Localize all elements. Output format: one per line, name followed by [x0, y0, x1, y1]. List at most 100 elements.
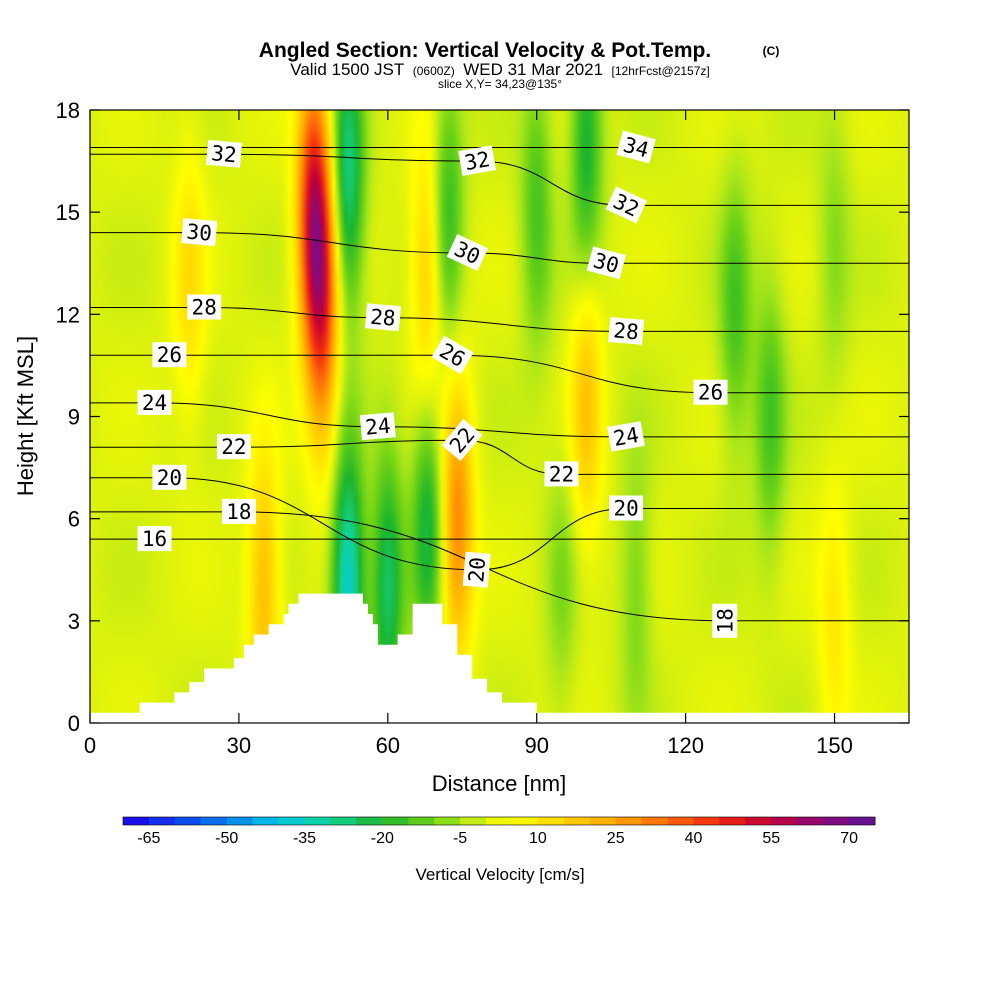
contour-label-text: 20 — [157, 466, 182, 490]
colorbar-segment — [667, 817, 694, 825]
contour-label: 32 — [458, 145, 497, 176]
y-tick-label: 6 — [68, 507, 80, 532]
colorbar-segment — [771, 817, 798, 825]
contour-label-box — [137, 526, 172, 552]
contour-label-box — [216, 434, 251, 460]
forecast-tag: [12hrFcst@2157z] — [612, 64, 710, 78]
contour-label: 30 — [181, 218, 218, 247]
colorbar-segment — [226, 817, 254, 825]
contour-label-box — [152, 342, 187, 368]
valid-date: WED 31 Mar 2021 — [463, 60, 603, 79]
contour-label: 24 — [607, 421, 645, 452]
contour-label-box — [446, 234, 489, 272]
colorbar-tick-label: -5 — [453, 830, 467, 847]
colorbar-segment — [148, 817, 176, 825]
contour-label-box — [137, 389, 172, 415]
x-tick-label: 0 — [84, 733, 96, 758]
contour-label-box — [607, 421, 645, 452]
contour-label-text: 24 — [612, 423, 641, 451]
contour-label-box — [693, 379, 728, 405]
contour-label: 32 — [206, 139, 243, 168]
valid-line: Valid 1500 JST (0600Z) WED 31 Mar 2021 [… — [290, 60, 710, 79]
contour-label-text: 20 — [613, 497, 638, 521]
x-tick-label: 30 — [227, 733, 251, 758]
colorbar-segment — [408, 817, 435, 825]
colorbar-segment — [304, 817, 331, 825]
contour-label-box — [544, 461, 579, 487]
contour-label-text: 32 — [210, 141, 237, 167]
valid-prefix: Valid 1500 JST — [290, 60, 404, 79]
contour-label: 28 — [608, 316, 645, 345]
colorbar-segment — [511, 817, 539, 825]
contour-label-text: 30 — [186, 220, 213, 246]
contour-label: 28 — [364, 303, 401, 332]
contour-label-text: 20 — [464, 556, 490, 583]
chart-header: Angled Section: Vertical Velocity & Pot.… — [259, 39, 780, 91]
contour-label-text: 22 — [221, 435, 246, 459]
colorbar-segment — [719, 817, 746, 825]
vertical-velocity-field — [90, 110, 909, 723]
contour-label: 34 — [616, 130, 656, 164]
contour-label-box — [609, 495, 644, 521]
colorbar-tick-label: -20 — [371, 830, 394, 847]
contour-label-text: 18 — [713, 608, 737, 633]
terrain-profile — [90, 593, 909, 723]
contour-label-box — [364, 303, 401, 332]
contour-label-box — [586, 246, 626, 280]
contour-label-box — [187, 294, 222, 320]
contour-label-box — [206, 139, 243, 168]
y-tick-label: 15 — [56, 200, 80, 225]
contour-label-text: 22 — [549, 462, 574, 486]
colorbar-segment — [823, 817, 850, 825]
colorbar-segment — [693, 817, 720, 825]
contour-label-text: 24 — [364, 414, 391, 440]
colorbar-tick-label: 25 — [607, 830, 625, 847]
x-axis-label: Distance [nm] — [432, 771, 567, 796]
colorbar-segment — [200, 817, 228, 825]
colorbar-tick-label: -50 — [215, 830, 238, 847]
colorbar-segment — [641, 817, 668, 825]
colorbar-tick-label: 55 — [762, 830, 780, 847]
contour-label: 20 — [152, 464, 187, 490]
contour-label-text: 24 — [142, 391, 167, 415]
contour-label-box — [712, 603, 738, 638]
contour-label-text: 16 — [142, 527, 167, 551]
contour-label-box — [462, 551, 491, 588]
contour-label-text: 26 — [157, 343, 182, 367]
colorbar-frame — [122, 816, 876, 826]
colorbar-segment — [278, 817, 305, 825]
y-axis-label: Height [Kft MSL] — [13, 336, 38, 496]
colorbar-segment — [849, 817, 876, 825]
valid-utc: (0600Z) — [413, 64, 455, 78]
x-tick-label: 150 — [816, 733, 853, 758]
colorbar-segment — [123, 817, 150, 825]
colorbar-segment — [745, 817, 772, 825]
colorbar-title: Vertical Velocity [cm/s] — [415, 865, 584, 884]
colorbar-segment — [252, 817, 279, 825]
contour-label-text: 18 — [226, 500, 251, 524]
contour-label-box — [608, 316, 645, 345]
contour-label: 18 — [221, 498, 256, 524]
contour-label-text: 28 — [192, 296, 217, 320]
slice-info: slice X,Y= 34,23@135° — [438, 77, 562, 91]
contour-label: 24 — [359, 412, 396, 441]
contour-label-text: 28 — [612, 318, 639, 344]
x-tick-label: 90 — [524, 733, 548, 758]
colorbar-tick-label: -35 — [293, 830, 316, 847]
contour-label-box — [458, 145, 497, 176]
colorbar: -65 -50 -35 -20 -5 10 25 40 55 70 — [122, 816, 876, 847]
contour-label-text: 26 — [698, 381, 723, 405]
y-axis: 0 3 6 9 12 15 18 — [56, 98, 909, 736]
contour-label: 24 — [137, 389, 172, 415]
copyright-mark: (C) — [763, 44, 780, 58]
y-tick-label: 9 — [68, 405, 80, 430]
colorbar-tick-label: -65 — [137, 830, 160, 847]
colorbar-segment — [537, 817, 565, 825]
contour-label: 26 — [152, 342, 187, 368]
contour-label-box — [616, 130, 656, 164]
x-axis: 0 30 60 90 120 150 — [84, 110, 853, 758]
chart-title: Angled Section: Vertical Velocity & Pot.… — [259, 39, 711, 62]
colorbar-segment — [460, 817, 487, 825]
